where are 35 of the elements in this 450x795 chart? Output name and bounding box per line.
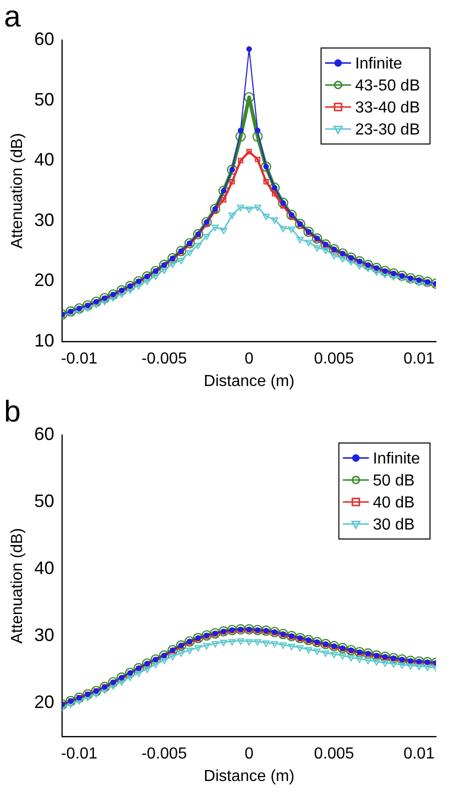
chart-title: b: [4, 395, 21, 428]
legend-label: 30 dB: [372, 516, 415, 534]
legend-label: 23-30 dB: [355, 121, 420, 138]
legend-label: 33-40 dB: [355, 99, 420, 116]
x-tick-label: 0: [244, 746, 254, 763]
legend-label: 50 dB: [372, 472, 415, 490]
x-tick-label: 0.005: [314, 746, 354, 763]
y-axis-title: Attenuation (dB): [9, 528, 26, 644]
y-tick-label: 30: [34, 625, 54, 646]
y-tick-label: 40: [34, 150, 54, 170]
x-tick-label: 0: [244, 350, 254, 368]
y-tick-label: 50: [34, 490, 54, 511]
x-axis-title: Distance (m): [204, 372, 294, 390]
y-tick-label: 20: [34, 692, 54, 712]
x-axis-title: Distance (m): [204, 768, 294, 785]
chart-title: a: [4, 0, 21, 34]
legend-label: 40 dB: [372, 494, 415, 512]
x-tick-label: 0.01: [403, 350, 435, 368]
y-tick-label: 20: [34, 270, 54, 290]
legend-label: Infinite: [355, 55, 402, 72]
x-tick-label: -0.01: [60, 350, 98, 368]
y-tick-label: 30: [34, 210, 54, 230]
y-axis-title: Attenuation (dB): [9, 132, 26, 249]
x-tick-label: -0.01: [60, 746, 98, 763]
x-tick-label: 0.01: [403, 746, 435, 763]
x-tick-label: -0.005: [141, 350, 187, 368]
y-tick-label: 10: [34, 330, 54, 351]
legend-label: Infinite: [372, 450, 420, 468]
legend-label: 43-50 dB: [355, 77, 420, 94]
y-tick-label: 60: [34, 424, 54, 444]
y-tick-label: 50: [34, 89, 54, 110]
x-tick-label: 0.005: [314, 350, 354, 368]
y-tick-label: 60: [34, 28, 54, 49]
x-tick-label: -0.005: [141, 746, 187, 763]
y-tick-label: 40: [34, 558, 54, 578]
